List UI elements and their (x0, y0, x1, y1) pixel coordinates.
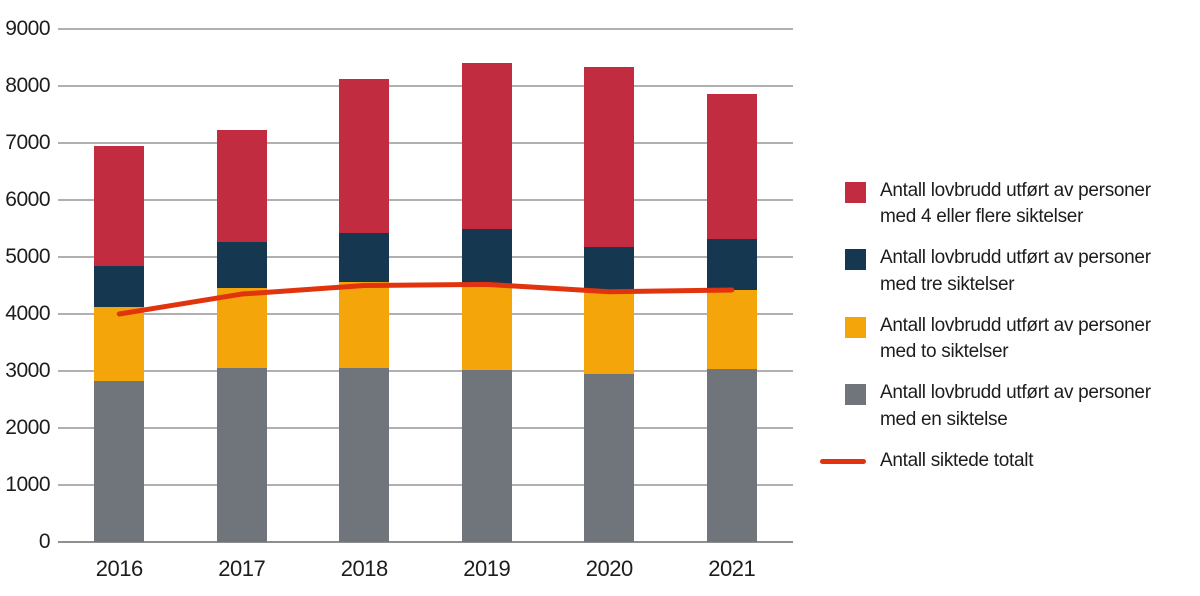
bar-segment-2017-series2 (216, 242, 267, 288)
bar-segment-2017-series0 (216, 368, 267, 542)
legend-label-line: Antall lovbrudd utført av personer (880, 314, 1151, 336)
bar-segment-2017-series1 (216, 287, 267, 369)
legend-item: Antall lovbrudd utført av personer med en… (820, 380, 1200, 432)
y-axis-tick-label: 1000 (5, 473, 50, 496)
legend-swatch-area (820, 178, 866, 203)
gridline (58, 142, 793, 144)
legend-label-line: Antall siktede totalt (880, 449, 1034, 471)
legend-color-swatch (845, 182, 866, 203)
bar-segment-2016-series0 (94, 381, 145, 542)
bar-segment-2019-series3 (461, 63, 512, 230)
legend: Antall lovbrudd utført av personer med 4 … (820, 178, 1200, 474)
bar-segment-2018-series3 (339, 78, 390, 234)
bar-segment-2020-series1 (584, 291, 635, 374)
y-axis-tick-label: 4000 (5, 302, 50, 325)
legend-swatch-area (820, 245, 866, 271)
legend-label-line: Antall lovbrudd utført av personer (880, 247, 1151, 269)
legend-label-line: med to siktelser (880, 341, 1009, 363)
x-axis-tick-label: 2021 (708, 556, 756, 581)
legend-label: Antall lovbrudd utført av personer med tr… (880, 245, 1151, 297)
bar-segment-2021-series0 (706, 369, 757, 542)
gridline (58, 256, 793, 258)
total-line-overlay (116, 281, 735, 317)
legend-label: Antall lovbrudd utført av personer med en… (880, 380, 1151, 432)
bar-segment-2018-series2 (339, 233, 390, 283)
x-axis-tick-label: 2019 (463, 556, 511, 581)
bar-segment-2016-series1 (94, 306, 145, 382)
legend-color-swatch (845, 384, 866, 406)
legend-label-line: med tre siktelser (880, 273, 1015, 295)
plot-area (58, 28, 793, 543)
x-axis-tick-label: 2017 (218, 556, 266, 581)
bar-segment-2021-series1 (706, 289, 757, 370)
bar-segment-2021-series3 (706, 94, 757, 239)
legend-line-swatch (820, 458, 866, 464)
y-axis-tick-label: 7000 (5, 131, 50, 154)
gridline (58, 313, 793, 315)
gridline (58, 28, 793, 30)
gridline (58, 427, 793, 429)
legend-item: Antall lovbrudd utført av personer med 4 … (820, 178, 1200, 230)
bar-segment-2018-series1 (339, 282, 390, 369)
y-axis-tick-label: 2000 (5, 416, 50, 439)
legend-label: Antall lovbrudd utført av personer med to… (880, 313, 1151, 365)
bar-segment-2020-series3 (584, 66, 635, 247)
bar-segment-2019-series1 (461, 283, 512, 371)
bar-segment-2016-series3 (94, 145, 145, 266)
bar-segment-2021-series2 (706, 238, 757, 290)
legend-item: Antall lovbrudd utført av personer med to… (820, 313, 1200, 365)
legend-label-line: med en siktelse (880, 408, 1008, 430)
legend-label: Antall siktede totalt (880, 448, 1033, 474)
y-axis-tick-label: 0 (38, 530, 51, 553)
x-axis-tick-label: 2020 (585, 556, 633, 581)
y-axis-tick-label: 9000 (5, 17, 50, 40)
bar-segment-2020-series0 (584, 373, 635, 542)
bar-segment-2017-series3 (216, 130, 267, 243)
x-axis-tick-label: 2016 (95, 556, 143, 581)
gridline (58, 85, 793, 87)
bar-segment-2016-series2 (94, 265, 145, 307)
bar-segment-2019-series2 (461, 229, 512, 284)
legend-color-swatch (845, 316, 866, 338)
legend-item: Antall lovbrudd utført av personer med tr… (820, 245, 1200, 297)
y-axis-tick-label: 8000 (5, 74, 50, 97)
gridline (58, 370, 793, 372)
gridline (58, 484, 793, 486)
bar-segment-2019-series0 (461, 370, 512, 542)
bar-segment-2018-series0 (339, 368, 390, 542)
legend-label-line: med 4 eller flere siktelser (880, 206, 1084, 228)
x-axis-baseline (58, 541, 793, 543)
legend-label-line: Antall lovbrudd utført av personer (880, 382, 1151, 404)
legend-swatch-area (820, 380, 866, 406)
y-axis-tick-label: 6000 (5, 188, 50, 211)
y-axis-tick-label: 3000 (5, 359, 50, 382)
legend-label: Antall lovbrudd utført av personer med 4 … (880, 178, 1151, 230)
legend-swatch-area (820, 448, 866, 464)
y-axis-tick-label: 5000 (5, 245, 50, 268)
x-axis-tick-label: 2018 (340, 556, 388, 581)
total-line (116, 281, 735, 317)
legend-item: Antall siktede totalt (820, 448, 1200, 474)
bar-segment-2020-series2 (584, 246, 635, 292)
gridline (58, 199, 793, 201)
legend-color-swatch (845, 249, 866, 271)
legend-swatch-area (820, 313, 866, 338)
legend-label-line: Antall lovbrudd utført av personer (880, 180, 1151, 201)
